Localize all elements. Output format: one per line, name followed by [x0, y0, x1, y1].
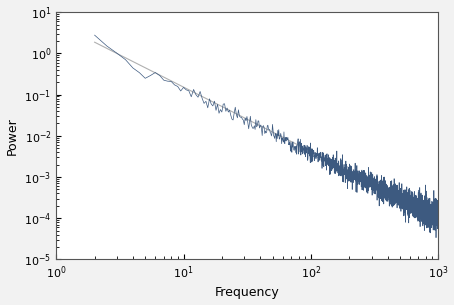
X-axis label: Frequency: Frequency — [215, 286, 280, 300]
Y-axis label: Power: Power — [5, 117, 19, 155]
